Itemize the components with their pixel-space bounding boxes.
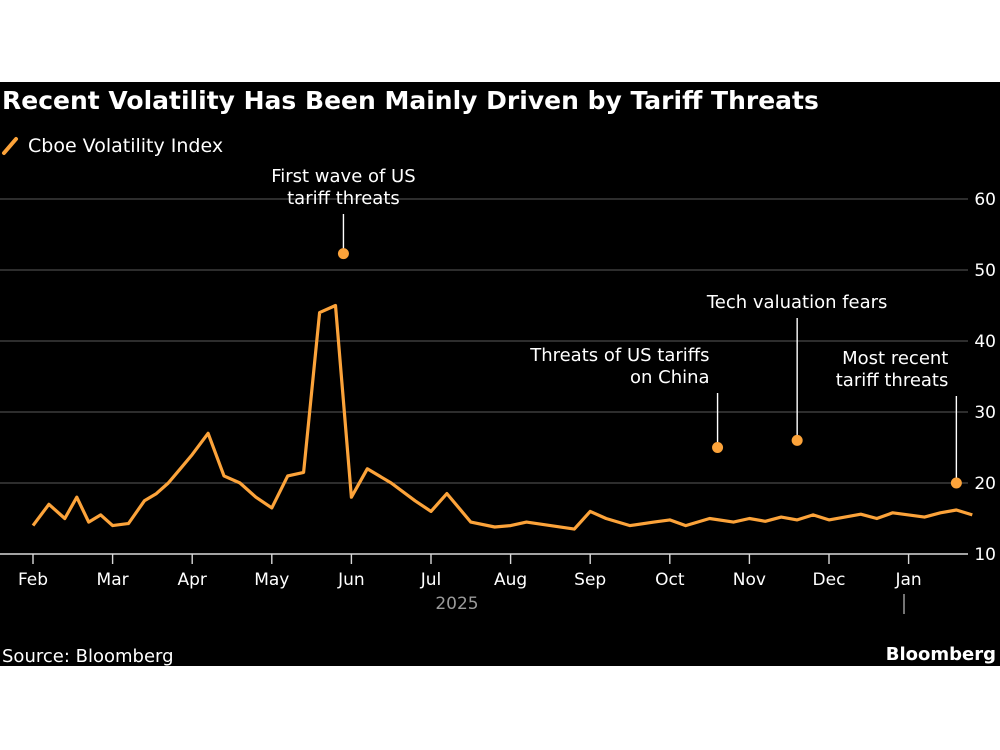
- volatility-chart: Recent Volatility Has Been Mainly Driven…: [0, 86, 996, 666]
- x-tick-label: Mar: [97, 570, 129, 590]
- x-tick-label: Feb: [18, 570, 48, 590]
- legend: Cboe Volatility Index: [2, 135, 223, 157]
- annotation-point: [950, 477, 962, 489]
- annotation-label: tariff threats: [287, 188, 400, 209]
- y-tick-label: 50: [974, 261, 996, 281]
- y-tick-label: 10: [974, 545, 996, 565]
- annotation-label: Tech valuation fears: [706, 292, 888, 313]
- chart-panel: Recent Volatility Has Been Mainly Driven…: [0, 82, 1000, 666]
- year-label: 2025: [435, 594, 478, 614]
- x-tick-label: Sep: [574, 570, 606, 590]
- chart-title: Recent Volatility Has Been Mainly Driven…: [2, 86, 819, 115]
- annotation-label: First wave of US: [271, 166, 415, 187]
- x-tick-label: May: [254, 570, 289, 590]
- annotation-point: [337, 248, 349, 260]
- annotation-label: tariff threats: [836, 370, 949, 391]
- annotation-point: [712, 442, 724, 453]
- y-tick-label: 20: [974, 474, 996, 494]
- x-tick-label: Oct: [655, 570, 685, 590]
- x-tick-label: Apr: [177, 570, 206, 590]
- x-tick-label: Jul: [420, 570, 442, 590]
- annotation-label: on China: [630, 367, 710, 388]
- series-line-vix: [31, 303, 973, 531]
- annotation-point: [791, 434, 803, 446]
- y-tick-label: 60: [974, 190, 996, 210]
- source-note: Source: Bloomberg: [2, 646, 174, 666]
- x-tick-label: Nov: [733, 570, 766, 590]
- y-tick-label: 30: [974, 403, 996, 423]
- x-tick-label: Jun: [337, 570, 365, 590]
- x-tick-label: Jan: [894, 570, 921, 590]
- x-tick-label: Dec: [813, 570, 846, 590]
- bloomberg-logo: Bloomberg: [886, 644, 996, 665]
- annotation-label: Threats of US tariffs: [529, 345, 709, 366]
- annotation-label: Most recent: [842, 348, 948, 369]
- legend-label: Cboe Volatility Index: [28, 135, 223, 157]
- legend-swatch: [2, 137, 18, 155]
- x-tick-label: Aug: [494, 570, 527, 590]
- y-tick-label: 40: [974, 332, 996, 352]
